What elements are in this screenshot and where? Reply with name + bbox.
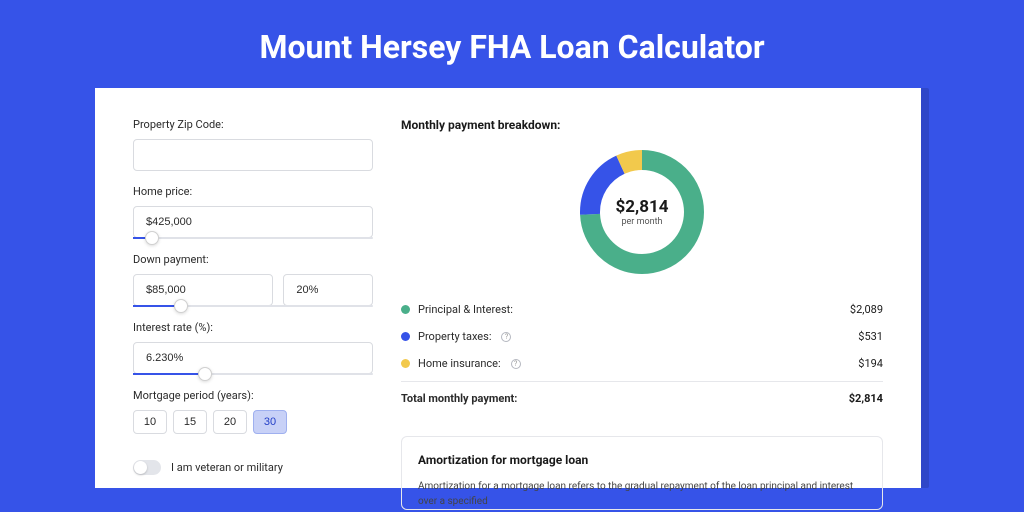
interest-rate-label: Interest rate (%): — [133, 321, 373, 334]
legend-label: Principal & Interest: — [418, 303, 513, 316]
legend-dot-icon — [401, 359, 410, 368]
amortization-title: Amortization for mortgage loan — [418, 453, 866, 467]
legend-dot-icon — [401, 305, 410, 314]
veteran-row: I am veteran or military — [133, 460, 373, 475]
legend-label: Property taxes: — [418, 330, 491, 343]
donut-sub: per month — [621, 217, 662, 227]
home-price-slider[interactable] — [133, 237, 373, 239]
mortgage-period-30[interactable]: 30 — [253, 410, 287, 434]
breakdown-title: Monthly payment breakdown: — [401, 118, 883, 132]
down-payment-percent-input[interactable] — [283, 274, 373, 306]
donut-wrap: $2,814 per month — [401, 150, 883, 274]
legend-row-0: Principal & Interest: $2,089 — [401, 296, 883, 323]
veteran-label: I am veteran or military — [171, 461, 283, 474]
veteran-toggle-knob — [134, 461, 147, 474]
home-price-label: Home price: — [133, 185, 373, 198]
payment-donut-chart: $2,814 per month — [580, 150, 704, 274]
mortgage-period-20[interactable]: 20 — [213, 410, 247, 434]
interest-rate-field: Interest rate (%): — [133, 321, 373, 375]
legend-total-row: Total monthly payment: $2,814 — [401, 381, 883, 412]
interest-rate-input[interactable] — [133, 342, 373, 374]
amortization-box: Amortization for mortgage loan Amortizat… — [401, 436, 883, 510]
mortgage-period-label: Mortgage period (years): — [133, 389, 373, 402]
legend-row-2: Home insurance:? $194 — [401, 350, 883, 377]
amortization-text: Amortization for a mortgage loan refers … — [418, 479, 866, 509]
legend-dot-icon — [401, 332, 410, 341]
down-payment-field: Down payment: — [133, 253, 373, 307]
legend-rows: Principal & Interest: $2,089 Property taxe… — [401, 296, 883, 377]
mortgage-period-10[interactable]: 10 — [133, 410, 167, 434]
down-payment-label: Down payment: — [133, 253, 373, 266]
home-price-field: Home price: — [133, 185, 373, 239]
home-price-input[interactable] — [133, 206, 373, 238]
legend-value: $2,089 — [850, 303, 883, 316]
mortgage-period-15[interactable]: 15 — [173, 410, 207, 434]
donut-center: $2,814 per month — [580, 150, 704, 274]
down-payment-slider[interactable] — [133, 305, 373, 307]
zip-field: Property Zip Code: — [133, 118, 373, 171]
legend-value: $531 — [858, 330, 883, 343]
donut-value: $2,814 — [616, 197, 669, 217]
breakdown-column: Monthly payment breakdown: $2,814 per mo… — [401, 118, 883, 488]
page-title: Mount Hersey FHA Loan Calculator — [0, 0, 1024, 88]
legend-row-1: Property taxes:? $531 — [401, 323, 883, 350]
calculator-shadow: Property Zip Code: Home price: Down paym… — [95, 88, 929, 488]
veteran-toggle[interactable] — [133, 460, 161, 475]
calculator-card: Property Zip Code: Home price: Down paym… — [95, 88, 921, 488]
legend-label: Home insurance: — [418, 357, 501, 370]
interest-rate-slider-thumb[interactable] — [198, 367, 212, 381]
down-payment-amount-input[interactable] — [133, 274, 273, 306]
mortgage-period-group: 10152030 — [133, 410, 373, 434]
zip-label: Property Zip Code: — [133, 118, 373, 131]
down-payment-slider-thumb[interactable] — [174, 299, 188, 313]
legend-value: $194 — [858, 357, 883, 370]
interest-rate-slider[interactable] — [133, 373, 373, 375]
zip-input[interactable] — [133, 139, 373, 171]
legend-total-label: Total monthly payment: — [401, 392, 517, 405]
mortgage-period-field: Mortgage period (years): 10152030 — [133, 389, 373, 434]
home-price-slider-thumb[interactable] — [145, 231, 159, 245]
info-icon[interactable]: ? — [511, 359, 521, 369]
info-icon[interactable]: ? — [501, 332, 511, 342]
inputs-column: Property Zip Code: Home price: Down paym… — [133, 118, 373, 488]
legend-total-value: $2,814 — [849, 392, 883, 405]
